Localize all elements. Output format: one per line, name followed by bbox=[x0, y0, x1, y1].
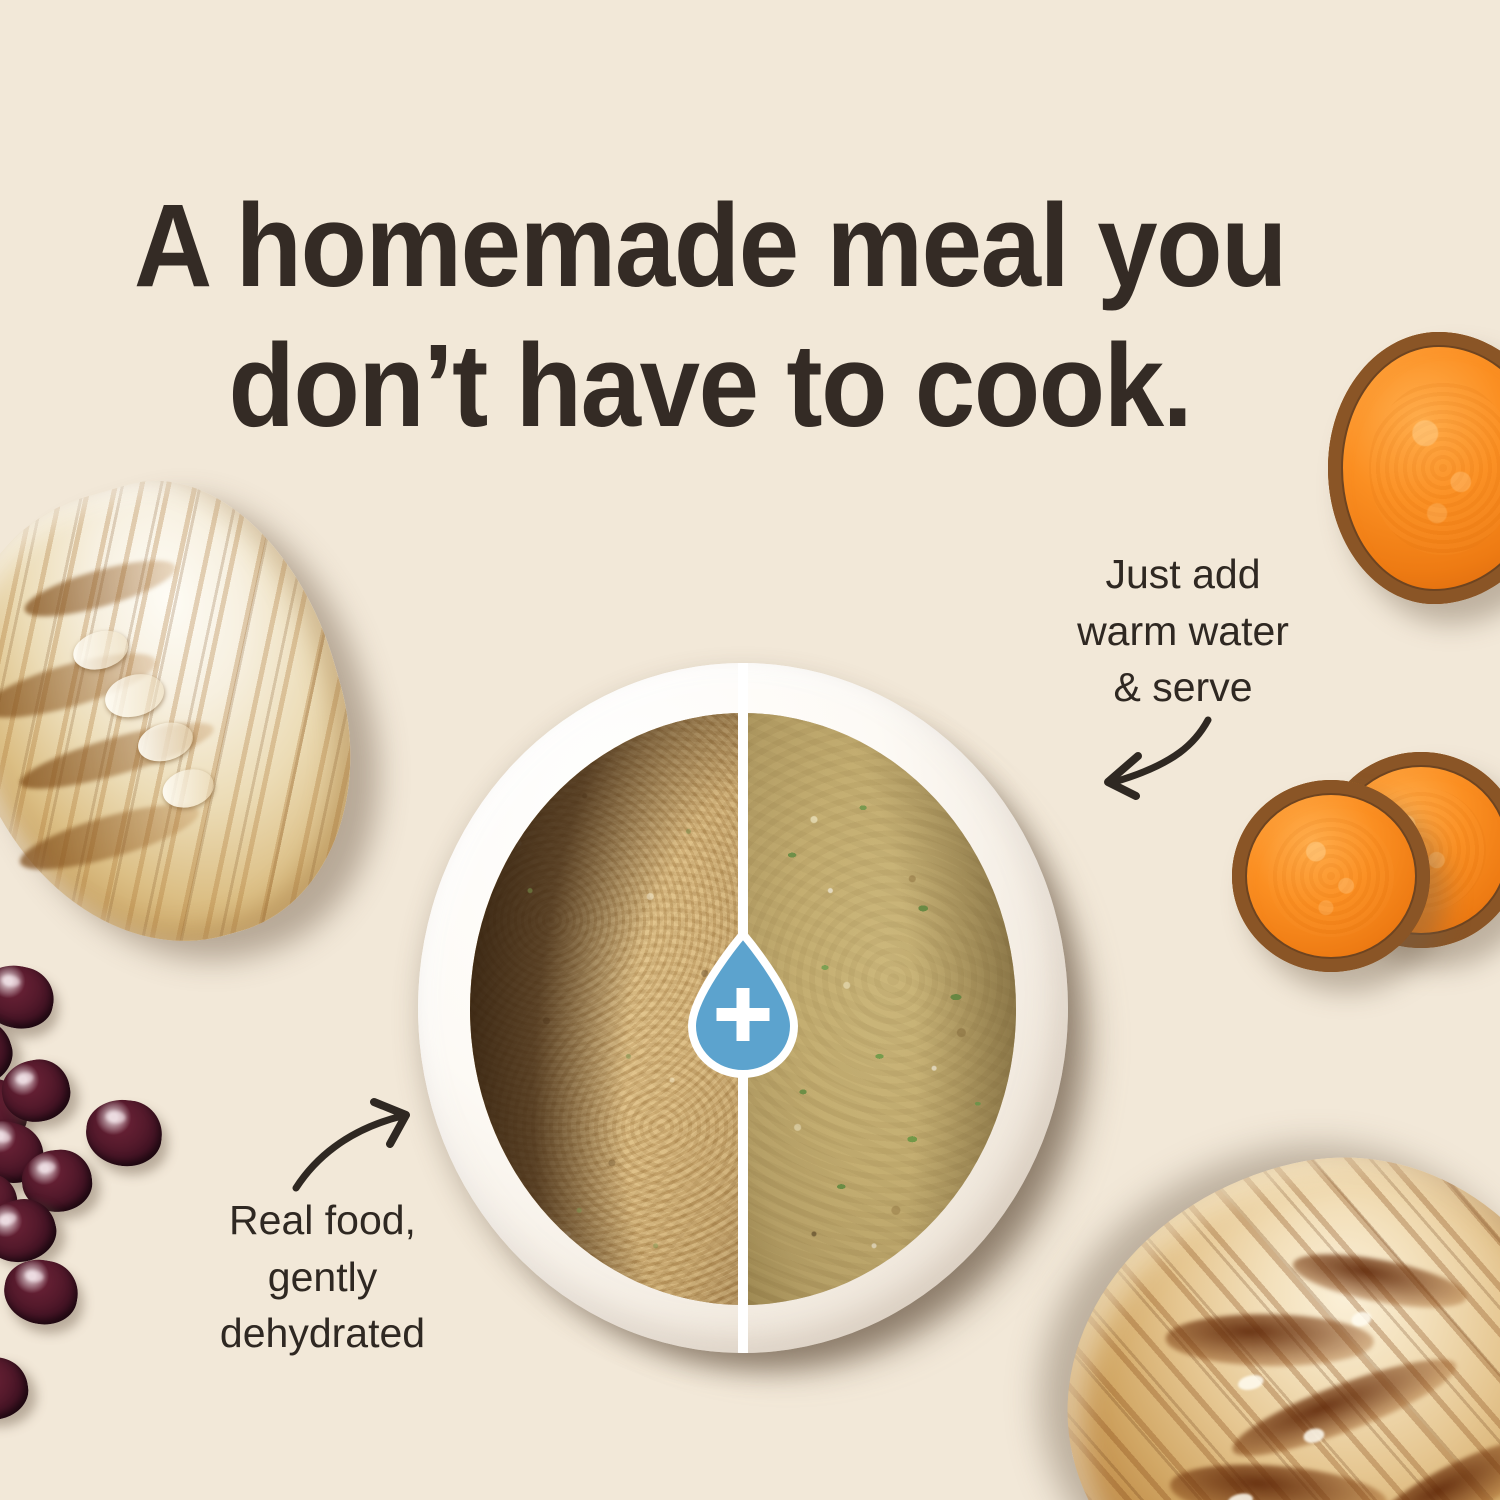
annotation-just-add-warm-water: Just add warm water & serve bbox=[1077, 551, 1289, 711]
sweet-potato-wedge-image bbox=[1328, 332, 1500, 604]
roasted-chicken-breast-image bbox=[1019, 1109, 1500, 1500]
sweet-potato-slice-front-image bbox=[1232, 780, 1430, 972]
ceramic-bowl bbox=[418, 663, 1068, 1353]
split-bowl-figure bbox=[412, 645, 1090, 1385]
water-drop-plus-icon bbox=[684, 930, 802, 1078]
curved-arrow-down-left-icon bbox=[1080, 712, 1220, 807]
page-title: A homemade meal you don’t have to cook. bbox=[133, 180, 1288, 453]
fish-fillet-image bbox=[0, 443, 399, 989]
curved-arrow-up-right-icon bbox=[290, 1096, 420, 1196]
annotation-real-food-gently-dehydrated: Real food, gently dehydrated bbox=[219, 1197, 426, 1357]
